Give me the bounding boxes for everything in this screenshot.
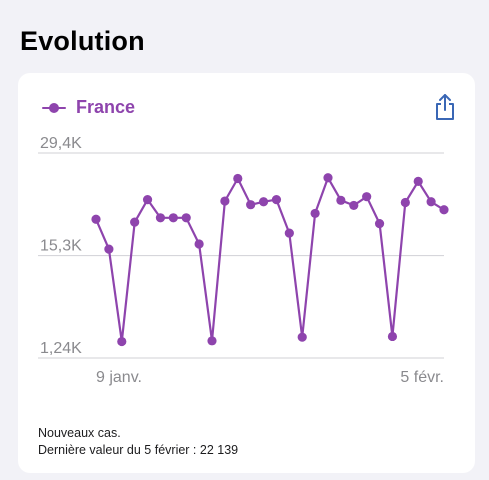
data-point [117,336,127,347]
data-point [220,196,230,206]
data-point [387,331,398,342]
data-point [349,200,359,211]
chart-legend: France [42,97,135,118]
data-point [323,173,333,183]
share-button[interactable] [433,93,457,121]
data-point [439,205,449,215]
chart-caption: Nouveaux cas. Dernière valeur du 5 févri… [38,425,238,459]
data-point [130,217,140,227]
page-title: Evolution [20,26,145,56]
data-point [362,192,372,202]
data-point [233,173,243,184]
line-chart: 1,24K 15,3K 29,4K 9 janv. 5 févr. [38,135,449,386]
data-point [104,244,114,254]
caption-last-value: Dernière valeur du 5 février : 22 139 [38,443,239,457]
data-point [207,336,217,346]
data-point [336,195,346,205]
data-point [155,213,166,223]
series-line-france [94,176,446,343]
data-point [142,194,153,205]
share-icon [436,94,454,120]
data-point [91,214,101,224]
chart-card: France 1,24K 15,3K 29,4K 9 janv. 5 févr. Nou… [18,73,475,473]
legend-line-marker [42,102,66,114]
data-point [400,197,410,208]
caption-description: Nouveaux cas. [38,426,121,440]
legend-label-france: France [76,97,136,117]
y-tick-label: 1,24K [40,340,82,357]
data-point [374,219,385,229]
data-point [271,194,282,205]
data-point [168,213,178,223]
data-point [426,197,436,207]
x-tick-label: 9 janv. [96,369,142,386]
data-point [284,228,294,238]
data-point [181,213,191,223]
y-tick-label: 15,3K [40,238,82,255]
data-point [258,197,269,207]
y-tick-label: 29,4K [40,135,82,152]
data-point [310,208,320,219]
data-point [246,200,256,210]
data-point [194,239,204,249]
data-point [413,176,423,186]
data-point [297,332,307,342]
x-tick-label: 5 févr. [400,369,444,386]
